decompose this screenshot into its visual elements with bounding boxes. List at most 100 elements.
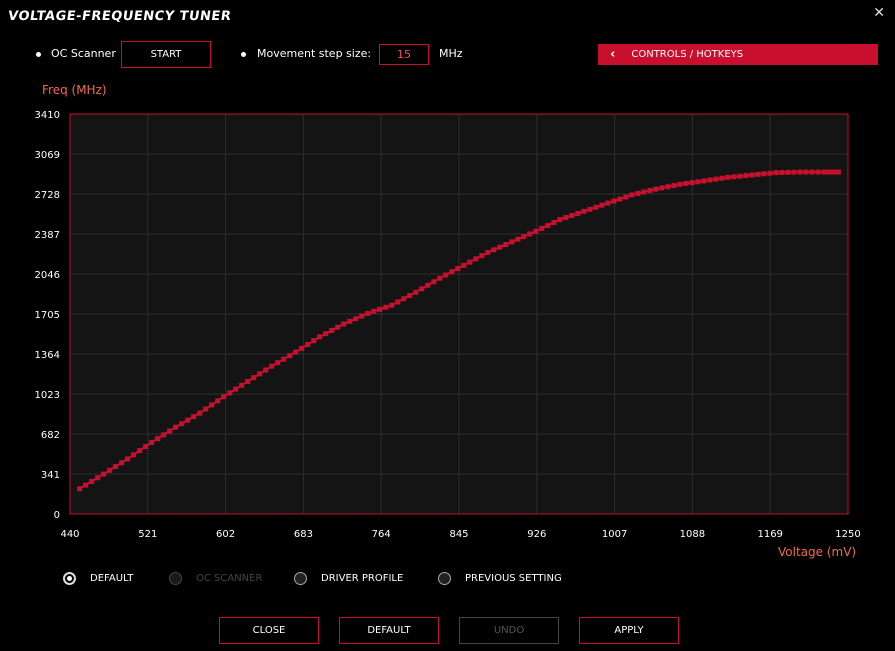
vf-curve-point[interactable] bbox=[689, 180, 695, 186]
vf-curve-point[interactable] bbox=[665, 184, 671, 190]
vf-curve-point[interactable] bbox=[263, 367, 269, 373]
vf-curve-point[interactable] bbox=[89, 478, 95, 484]
vf-curve-point[interactable] bbox=[755, 171, 761, 177]
vf-curve-point[interactable] bbox=[485, 249, 491, 255]
vf-curve-point[interactable] bbox=[593, 204, 599, 210]
vf-curve-point[interactable] bbox=[413, 289, 419, 295]
vf-curve-point[interactable] bbox=[335, 324, 341, 330]
vf-curve-chart[interactable]: 034168210231364170520462387272830693410 … bbox=[0, 100, 895, 545]
vf-curve-point[interactable] bbox=[239, 382, 245, 388]
vf-curve-point[interactable] bbox=[773, 170, 779, 176]
vf-curve-point[interactable] bbox=[828, 169, 834, 175]
vf-curve-point[interactable] bbox=[149, 439, 155, 445]
vf-curve-point[interactable] bbox=[395, 299, 401, 305]
radio-circle[interactable] bbox=[438, 572, 451, 585]
undo-button[interactable]: UNDO bbox=[459, 617, 559, 644]
vf-curve-point[interactable] bbox=[227, 390, 233, 396]
vf-curve-point[interactable] bbox=[143, 444, 149, 450]
vf-curve-point[interactable] bbox=[431, 279, 437, 285]
vf-curve-point[interactable] bbox=[527, 231, 533, 237]
vf-curve-point[interactable] bbox=[587, 206, 593, 212]
close-icon[interactable]: ✕ bbox=[873, 5, 885, 21]
vf-curve-point[interactable] bbox=[701, 178, 707, 184]
vf-curve-point[interactable] bbox=[791, 169, 797, 175]
vf-curve-point[interactable] bbox=[353, 316, 359, 322]
vf-curve-point[interactable] bbox=[119, 460, 125, 466]
vf-curve-point[interactable] bbox=[443, 272, 449, 278]
vf-curve-point[interactable] bbox=[551, 220, 557, 226]
vf-curve-point[interactable] bbox=[581, 208, 587, 214]
vf-curve-point[interactable] bbox=[575, 210, 581, 216]
vf-curve-point[interactable] bbox=[323, 331, 329, 337]
vf-curve-point[interactable] bbox=[491, 247, 497, 253]
vf-curve-point[interactable] bbox=[835, 169, 841, 175]
vf-curve-point[interactable] bbox=[611, 198, 617, 204]
vf-curve-point[interactable] bbox=[305, 341, 311, 347]
vf-curve-point[interactable] bbox=[209, 402, 215, 408]
vf-curve-point[interactable] bbox=[347, 318, 353, 324]
vf-curve-point[interactable] bbox=[275, 360, 281, 366]
default-button[interactable]: DEFAULT bbox=[339, 617, 439, 644]
vf-curve-point[interactable] bbox=[191, 414, 197, 420]
vf-curve-point[interactable] bbox=[365, 310, 371, 316]
vf-curve-point[interactable] bbox=[821, 169, 827, 175]
vf-curve-point[interactable] bbox=[137, 448, 143, 454]
vf-curve-point[interactable] bbox=[635, 190, 641, 196]
vf-curve-point[interactable] bbox=[815, 169, 821, 175]
vf-curve-point[interactable] bbox=[107, 467, 113, 473]
vf-curve-point[interactable] bbox=[383, 304, 389, 310]
vf-curve-point[interactable] bbox=[131, 452, 137, 458]
vf-curve-point[interactable] bbox=[401, 296, 407, 302]
vf-curve-point[interactable] bbox=[515, 236, 521, 242]
vf-curve-point[interactable] bbox=[293, 349, 299, 355]
vf-curve-point[interactable] bbox=[299, 345, 305, 351]
radio-option-driver-profile[interactable]: DRIVER PROFILE bbox=[294, 572, 403, 585]
vf-curve-point[interactable] bbox=[653, 186, 659, 192]
vf-curve-point[interactable] bbox=[311, 338, 317, 344]
vf-curve-point[interactable] bbox=[221, 394, 227, 400]
radio-circle[interactable] bbox=[294, 572, 307, 585]
vf-curve-point[interactable] bbox=[437, 275, 443, 281]
vf-curve-point[interactable] bbox=[377, 306, 383, 312]
controls-hotkeys-button[interactable]: ‹ CONTROLS / HOTKEYS bbox=[598, 44, 878, 65]
vf-curve-point[interactable] bbox=[809, 169, 815, 175]
vf-curve-point[interactable] bbox=[503, 241, 509, 247]
vf-curve-point[interactable] bbox=[251, 375, 257, 381]
apply-button[interactable]: APPLY bbox=[579, 617, 679, 644]
vf-curve-point[interactable] bbox=[461, 262, 467, 268]
radio-option-default[interactable]: DEFAULT bbox=[63, 572, 133, 585]
vf-curve-point[interactable] bbox=[371, 308, 377, 314]
vf-curve-point[interactable] bbox=[419, 286, 425, 292]
vf-curve-point[interactable] bbox=[599, 202, 605, 208]
vf-curve-point[interactable] bbox=[497, 244, 503, 250]
close-button[interactable]: CLOSE bbox=[219, 617, 319, 644]
vf-curve-point[interactable] bbox=[832, 169, 838, 175]
vf-curve-point[interactable] bbox=[359, 313, 365, 319]
vf-curve-point[interactable] bbox=[731, 174, 737, 180]
vf-curve-point[interactable] bbox=[797, 169, 803, 175]
vf-curve-point[interactable] bbox=[743, 173, 749, 179]
vf-curve-point[interactable] bbox=[83, 482, 89, 488]
vf-curve-point[interactable] bbox=[161, 432, 167, 438]
vf-curve-point[interactable] bbox=[455, 266, 461, 272]
vf-curve-point[interactable] bbox=[617, 196, 623, 202]
vf-curve-point[interactable] bbox=[185, 417, 191, 423]
vf-curve-point[interactable] bbox=[269, 363, 275, 369]
vf-curve-point[interactable] bbox=[713, 176, 719, 182]
vf-curve-point[interactable] bbox=[509, 239, 515, 245]
vf-curve-point[interactable] bbox=[233, 386, 239, 392]
vf-curve-point[interactable] bbox=[95, 475, 101, 481]
vf-curve-point[interactable] bbox=[281, 356, 287, 362]
vf-curve-point[interactable] bbox=[761, 171, 767, 177]
vf-curve-point[interactable] bbox=[545, 222, 551, 228]
vf-curve-point[interactable] bbox=[203, 406, 209, 412]
vf-curve-point[interactable] bbox=[425, 282, 431, 288]
vf-curve-point[interactable] bbox=[329, 327, 335, 333]
vf-curve-point[interactable] bbox=[173, 424, 179, 430]
radio-option-previous-setting[interactable]: PREVIOUS SETTING bbox=[438, 572, 562, 585]
vf-curve-point[interactable] bbox=[569, 212, 575, 218]
vf-curve-point[interactable] bbox=[407, 293, 413, 299]
vf-curve-point[interactable] bbox=[825, 169, 831, 175]
vf-curve-point[interactable] bbox=[521, 234, 527, 240]
vf-curve-point[interactable] bbox=[641, 189, 647, 195]
